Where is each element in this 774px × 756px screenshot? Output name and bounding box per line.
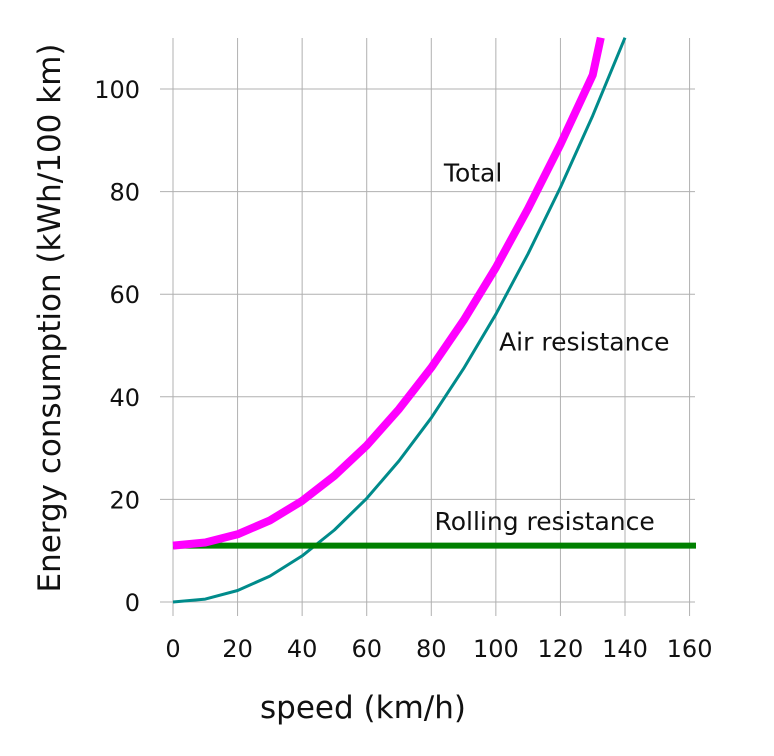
x-tick-label: 60 [351, 635, 382, 663]
series-lines [172, 36, 696, 604]
x-tick-label: 20 [222, 635, 253, 663]
annotation-label: Total [443, 158, 502, 187]
annotation-label: Air resistance [499, 328, 669, 357]
x-tick-label: 100 [473, 635, 519, 663]
y-tick-label: 20 [109, 486, 140, 514]
grid [160, 38, 695, 616]
x-tick-label: 160 [667, 635, 713, 663]
x-tick-label: 140 [602, 635, 648, 663]
y-tick-labels: 0 20 40 60 80 100 [94, 76, 140, 617]
y-axis-label: Energy consumption (kWh/100 km) [32, 43, 68, 592]
annotation-label: Rolling resistance [435, 507, 655, 536]
x-tick-labels: 0 20 40 60 80 100 120 140 160 [165, 635, 712, 663]
series-line-total [172, 36, 605, 550]
x-axis-label: speed (km/h) [260, 690, 466, 726]
y-tick-label: 80 [109, 179, 140, 207]
series-line-air-resistance [172, 37, 627, 604]
y-tick-label: 40 [109, 384, 140, 412]
annotations: Total Air resistance Rolling resistance [435, 158, 670, 536]
y-tick-label: 0 [125, 589, 140, 617]
y-tick-label: 60 [109, 281, 140, 309]
x-tick-label: 40 [287, 635, 318, 663]
x-tick-label: 120 [538, 635, 584, 663]
y-tick-label: 100 [94, 76, 140, 104]
x-tick-label: 80 [416, 635, 447, 663]
x-tick-label: 0 [165, 635, 180, 663]
